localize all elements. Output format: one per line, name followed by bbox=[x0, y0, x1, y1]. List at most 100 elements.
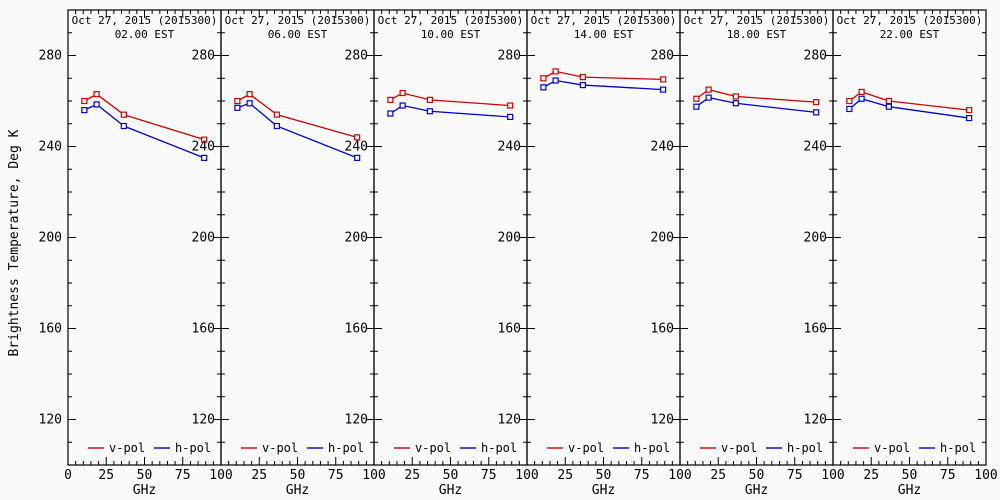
x-tick-label: 100 bbox=[821, 468, 844, 483]
marker-h-pol bbox=[426, 108, 433, 115]
series-line-v-pol bbox=[543, 70, 664, 81]
marker-v-pol bbox=[858, 88, 865, 96]
y-tick-label: 200 bbox=[345, 231, 368, 246]
marker-v-pol bbox=[813, 99, 820, 106]
marker-h-pol bbox=[354, 154, 361, 161]
marker-h-pol bbox=[846, 105, 853, 113]
x-axis-unit-label: GHz bbox=[592, 483, 615, 498]
legend-label-v-pol: v-pol bbox=[415, 441, 451, 455]
y-tick-label: 240 bbox=[651, 140, 674, 155]
panel-subtitle: 14.00 EST bbox=[574, 28, 634, 41]
marker-h-pol bbox=[885, 103, 892, 110]
marker-h-pol bbox=[507, 113, 514, 121]
y-tick-label: 160 bbox=[804, 322, 827, 337]
y-tick-label: 280 bbox=[498, 49, 521, 64]
y-tick-label: 240 bbox=[192, 140, 215, 155]
marker-v-pol bbox=[399, 89, 406, 97]
y-tick-label: 240 bbox=[345, 140, 368, 155]
y-tick-label: 160 bbox=[39, 322, 62, 337]
y-tick-label: 160 bbox=[651, 322, 674, 337]
x-axis-unit-label: GHz bbox=[133, 483, 156, 498]
x-tick-label: 25 bbox=[98, 468, 114, 483]
legend-label-h-pol: h-pol bbox=[328, 441, 364, 455]
legend-label-v-pol: v-pol bbox=[109, 441, 145, 455]
series-line-h-pol bbox=[390, 104, 511, 118]
x-tick-label: 75 bbox=[940, 468, 956, 483]
x-tick-label: 50 bbox=[596, 468, 612, 483]
y-tick-label: 200 bbox=[39, 231, 62, 246]
marker-h-pol bbox=[120, 122, 127, 130]
x-tick-label: 100 bbox=[515, 468, 538, 483]
x-tick-label: 100 bbox=[209, 468, 232, 483]
legend-label-v-pol: v-pol bbox=[721, 441, 757, 455]
marker-h-pol bbox=[813, 109, 820, 116]
y-tick-label: 160 bbox=[498, 322, 521, 337]
chart-panel-06-00-EST: 120 160 200 240 280 25 50 75 100 GHz Oct 27, 2015 … bbox=[192, 9, 386, 498]
series-line-h-pol bbox=[84, 103, 205, 159]
marker-h-pol bbox=[858, 95, 865, 102]
panel-subtitle: 10.00 EST bbox=[421, 28, 481, 41]
marker-h-pol bbox=[201, 154, 208, 161]
panel-title: Oct 27, 2015 (2015300) bbox=[684, 14, 830, 27]
marker-h-pol bbox=[387, 110, 394, 117]
marker-v-pol bbox=[93, 91, 100, 98]
marker-v-pol bbox=[705, 86, 712, 93]
marker-h-pol bbox=[705, 94, 712, 101]
x-axis-unit-label: GHz bbox=[439, 483, 462, 498]
x-tick-label: 0 bbox=[64, 468, 72, 483]
x-tick-label: 50 bbox=[749, 468, 765, 483]
x-tick-label: 75 bbox=[328, 468, 344, 483]
marker-v-pol bbox=[579, 74, 586, 81]
chart-panel-10-00-EST: 120 160 200 240 280 25 50 75 100 GHz Oct 27, 2015 … bbox=[345, 9, 539, 498]
marker-h-pol bbox=[732, 100, 739, 107]
marker-v-pol bbox=[234, 97, 241, 105]
series-line-h-pol bbox=[543, 79, 664, 91]
y-tick-label: 280 bbox=[804, 49, 827, 64]
legend-label-h-pol: h-pol bbox=[787, 441, 823, 455]
marker-h-pol bbox=[660, 86, 667, 93]
x-axis-unit-label: GHz bbox=[286, 483, 309, 498]
marker-h-pol bbox=[693, 103, 700, 110]
panel-title: Oct 27, 2015 (2015300) bbox=[531, 14, 677, 27]
marker-v-pol bbox=[552, 68, 559, 75]
series-line-v-pol bbox=[848, 91, 970, 111]
series-line-h-pol bbox=[695, 96, 817, 114]
marker-h-pol bbox=[246, 100, 253, 107]
marker-h-pol bbox=[966, 114, 973, 122]
x-tick-label: 50 bbox=[290, 468, 306, 483]
x-tick-label: 50 bbox=[902, 468, 918, 483]
panel-border bbox=[832, 9, 987, 466]
y-tick-label: 120 bbox=[345, 413, 368, 428]
x-tick-label: 100 bbox=[668, 468, 691, 483]
x-axis-unit-label: GHz bbox=[745, 483, 768, 498]
marker-v-pol bbox=[540, 75, 547, 82]
x-tick-label: 25 bbox=[710, 468, 726, 483]
x-tick-label: 25 bbox=[404, 468, 420, 483]
series-line-v-pol bbox=[84, 93, 205, 141]
marker-v-pol bbox=[732, 93, 739, 100]
y-tick-label: 160 bbox=[345, 322, 368, 337]
x-tick-label: 75 bbox=[787, 468, 803, 483]
y-tick-label: 200 bbox=[804, 231, 827, 246]
legend-label-v-pol: v-pol bbox=[874, 441, 910, 455]
legend-label-h-pol: h-pol bbox=[481, 441, 517, 455]
x-tick-label: 75 bbox=[634, 468, 650, 483]
marker-v-pol bbox=[354, 134, 361, 141]
y-tick-label: 240 bbox=[39, 140, 62, 155]
marker-h-pol bbox=[579, 81, 586, 89]
chart-panel-22-00-EST: 120 160 200 240 280 25 50 75 100 GHz Oct 27, 2015 … bbox=[804, 9, 998, 498]
y-tick-label: 120 bbox=[651, 413, 674, 428]
y-tick-label: 120 bbox=[39, 413, 62, 428]
series-line-v-pol bbox=[695, 88, 817, 103]
y-tick-label: 200 bbox=[498, 231, 521, 246]
panel-title: Oct 27, 2015 (2015300) bbox=[225, 14, 371, 27]
marker-v-pol bbox=[846, 97, 853, 105]
marker-h-pol bbox=[273, 122, 280, 130]
y-tick-label: 280 bbox=[345, 49, 368, 64]
x-tick-label: 25 bbox=[557, 468, 573, 483]
panel-subtitle: 18.00 EST bbox=[727, 28, 787, 41]
x-tick-label: 50 bbox=[443, 468, 459, 483]
x-axis-unit-label: GHz bbox=[898, 483, 921, 498]
